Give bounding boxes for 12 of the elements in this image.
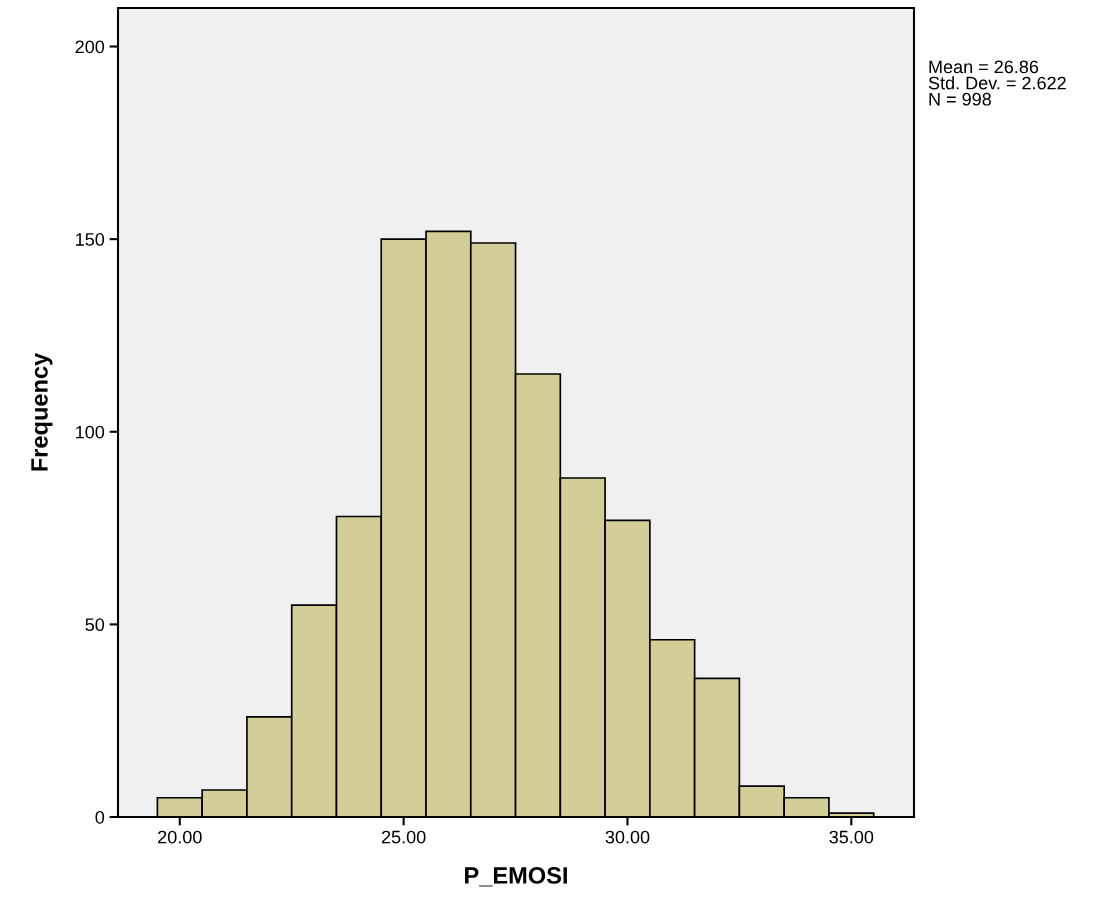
y-tick-label: 100 [76, 425, 105, 439]
text: Mean = 26.86 Std. Dev. = 2.622 N = 998 [928, 60, 1066, 106]
x-tick-label: 20.00 [158, 830, 202, 844]
y-tick-label: 150 [76, 233, 105, 246]
y-tick-label: 200 [75, 40, 105, 54]
y-tick-label: 50 [85, 618, 105, 632]
x-axis-title: P_EMOSI [465, 867, 567, 887]
x-tick-label: 30.00 [605, 830, 650, 844]
y-axis-title: Frequency [31, 352, 53, 471]
x-tick-label: 35.00 [829, 830, 874, 844]
y-tick-label: 0 [95, 810, 105, 824]
x-tick-label: 25.00 [381, 830, 426, 844]
